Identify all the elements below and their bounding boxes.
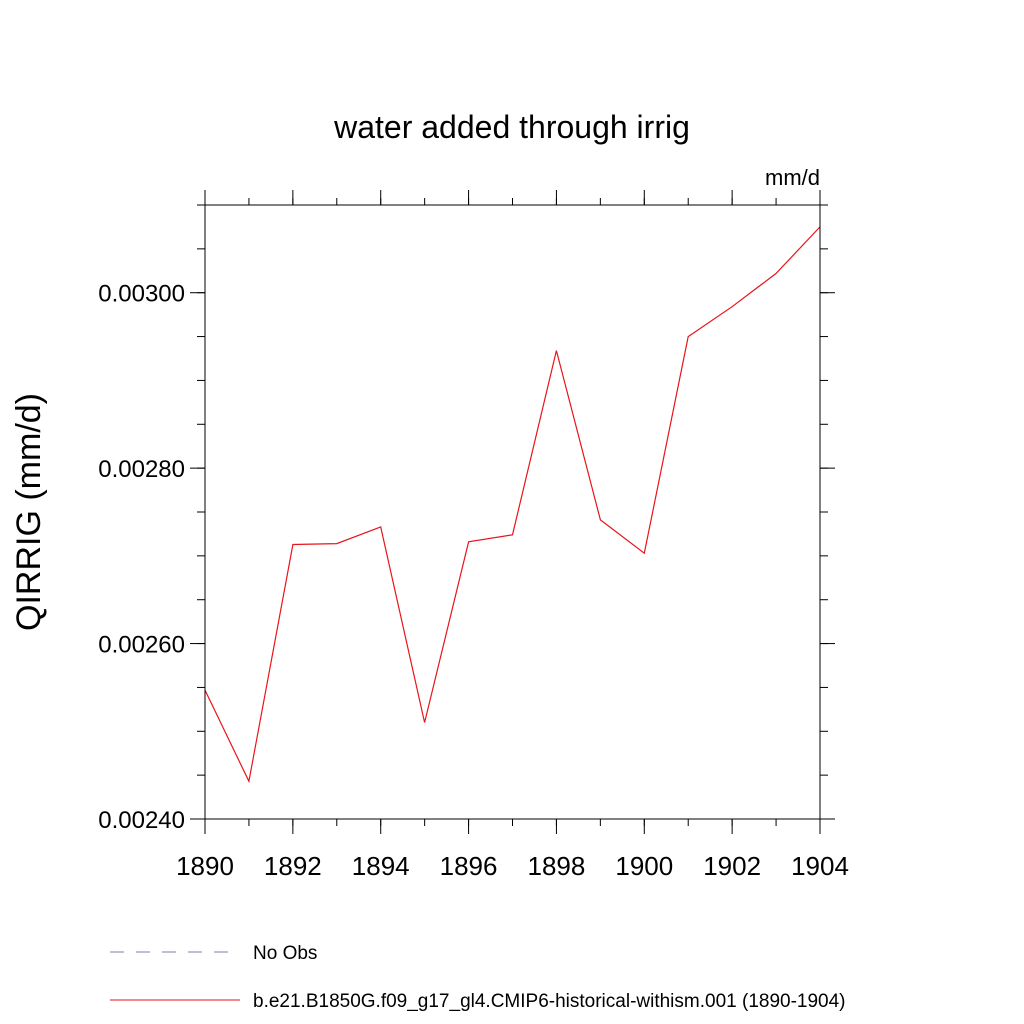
y-tick-label: 0.00300 [98,281,185,308]
x-tick-label: 1892 [264,851,322,881]
tick-labels: 1890 1892 1894 1896 1898 1900 1902 1904 0.00240 0… [98,281,849,881]
series-layer [204,226,821,784]
tick-marks [190,190,835,834]
x-tick-label: 1904 [791,851,849,881]
y-tick-label: 0.00260 [98,632,185,659]
legend-label-no-obs: No Obs [253,943,317,964]
x-tick-label: 1894 [352,851,410,881]
series-line [204,226,821,784]
legend: No Obs b.e21.B1850G.f09_g17_gl4.CMIP6-hi… [110,943,846,1012]
units-label: mm/d [765,165,820,190]
x-tick-label: 1902 [703,851,761,881]
y-axis-label: QIRRIG (mm/d) [10,393,48,631]
y-tick-label: 0.00240 [98,807,185,834]
plot-frame [204,204,821,820]
x-tick-label: 1890 [176,851,234,881]
x-tick-label: 1896 [440,851,498,881]
chart-title: water added through irrig [333,109,690,145]
x-tick-label: 1898 [528,851,586,881]
x-tick-label: 1900 [615,851,673,881]
y-tick-label: 0.00280 [98,456,185,483]
legend-label-model-run: b.e21.B1850G.f09_g17_gl4.CMIP6-historica… [253,991,846,1012]
